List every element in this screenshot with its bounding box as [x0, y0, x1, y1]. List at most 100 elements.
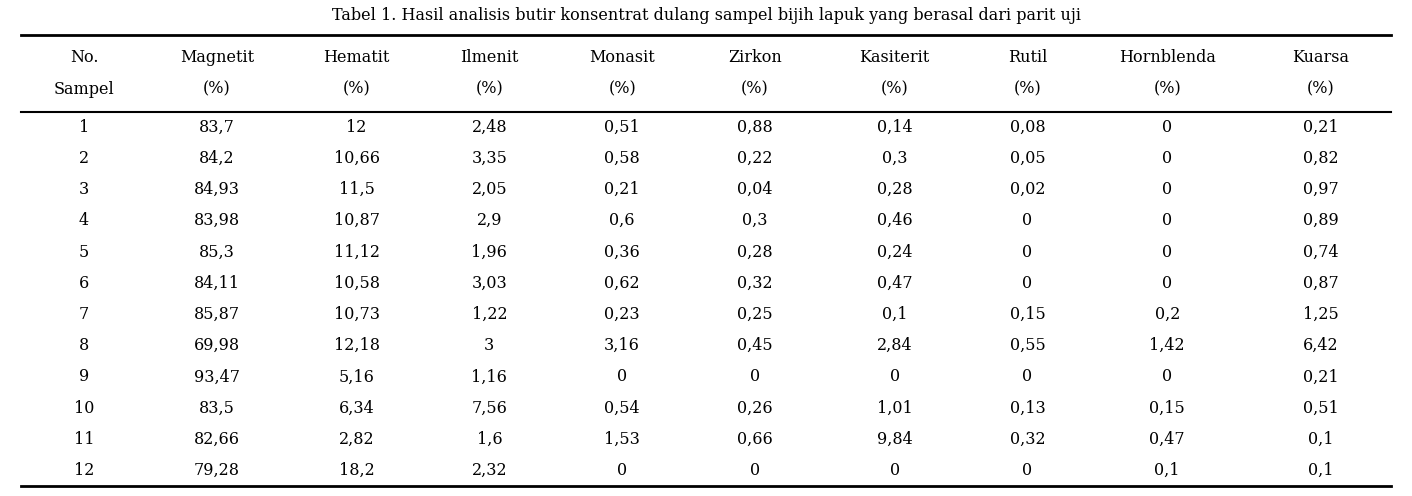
Text: Tabel 1. Hasil analisis butir konsentrat dulang sampel bijih lapuk yang berasal : Tabel 1. Hasil analisis butir konsentrat… [332, 7, 1080, 24]
Text: 2,32: 2,32 [472, 462, 507, 479]
Text: 0,1: 0,1 [1308, 462, 1334, 479]
Text: 1,16: 1,16 [472, 369, 507, 385]
Text: 84,93: 84,93 [193, 181, 240, 198]
Text: 1: 1 [79, 119, 89, 136]
Text: 0: 0 [750, 462, 760, 479]
Text: 1,42: 1,42 [1149, 337, 1185, 354]
Text: 0,24: 0,24 [877, 244, 912, 260]
Text: 0,08: 0,08 [1010, 119, 1045, 136]
Text: 0: 0 [1162, 275, 1172, 292]
Text: 18,2: 18,2 [339, 462, 374, 479]
Text: 7,56: 7,56 [472, 400, 507, 417]
Text: 0: 0 [617, 462, 627, 479]
Text: Hematit: Hematit [323, 49, 390, 66]
Text: 1,22: 1,22 [472, 306, 507, 323]
Text: 12: 12 [73, 462, 95, 479]
Text: 0,58: 0,58 [604, 150, 640, 167]
Text: 0,87: 0,87 [1303, 275, 1339, 292]
Text: 0: 0 [1162, 369, 1172, 385]
Text: 0,28: 0,28 [737, 244, 772, 260]
Text: 0,45: 0,45 [737, 337, 772, 354]
Text: 2,05: 2,05 [472, 181, 507, 198]
Text: 0: 0 [617, 369, 627, 385]
Text: (%): (%) [203, 80, 230, 98]
Text: 0,26: 0,26 [737, 400, 772, 417]
Text: 1,6: 1,6 [477, 431, 503, 448]
Text: 9,84: 9,84 [877, 431, 912, 448]
Text: (%): (%) [1154, 80, 1180, 98]
Text: (%): (%) [741, 80, 768, 98]
Text: 0,82: 0,82 [1303, 150, 1339, 167]
Text: 12: 12 [346, 119, 367, 136]
Text: 0,89: 0,89 [1303, 212, 1339, 229]
Text: 0,47: 0,47 [1149, 431, 1185, 448]
Text: 6,42: 6,42 [1303, 337, 1339, 354]
Text: 1,96: 1,96 [472, 244, 507, 260]
Text: Kuarsa: Kuarsa [1292, 49, 1350, 66]
Text: Kasiterit: Kasiterit [860, 49, 929, 66]
Text: 0,02: 0,02 [1010, 181, 1045, 198]
Text: 3,35: 3,35 [472, 150, 507, 167]
Text: 84,11: 84,11 [193, 275, 240, 292]
Text: 10,58: 10,58 [333, 275, 380, 292]
Text: (%): (%) [476, 80, 503, 98]
Text: 93,47: 93,47 [193, 369, 240, 385]
Text: (%): (%) [343, 80, 370, 98]
Text: 0,14: 0,14 [877, 119, 912, 136]
Text: 0,32: 0,32 [1010, 431, 1045, 448]
Text: 83,7: 83,7 [199, 119, 234, 136]
Text: 12,18: 12,18 [333, 337, 380, 354]
Text: 11: 11 [73, 431, 95, 448]
Text: 7: 7 [79, 306, 89, 323]
Text: (%): (%) [1308, 80, 1334, 98]
Text: 11,5: 11,5 [339, 181, 374, 198]
Text: 8: 8 [79, 337, 89, 354]
Text: 6: 6 [79, 275, 89, 292]
Text: 0,6: 0,6 [610, 212, 635, 229]
Text: 10: 10 [73, 400, 95, 417]
Text: 3: 3 [79, 181, 89, 198]
Text: 0,05: 0,05 [1010, 150, 1045, 167]
Text: 83,98: 83,98 [193, 212, 240, 229]
Text: 0,55: 0,55 [1010, 337, 1045, 354]
Text: 2: 2 [79, 150, 89, 167]
Text: 10,66: 10,66 [333, 150, 380, 167]
Text: 0,54: 0,54 [604, 400, 640, 417]
Text: 0: 0 [1162, 150, 1172, 167]
Text: 0,88: 0,88 [737, 119, 772, 136]
Text: 0,3: 0,3 [882, 150, 908, 167]
Text: 2,82: 2,82 [339, 431, 374, 448]
Text: 0: 0 [1162, 244, 1172, 260]
Text: 0,36: 0,36 [604, 244, 640, 260]
Text: No.: No. [69, 49, 99, 66]
Text: 10,87: 10,87 [333, 212, 380, 229]
Text: 0,62: 0,62 [604, 275, 640, 292]
Text: 0: 0 [1162, 212, 1172, 229]
Text: 84,2: 84,2 [199, 150, 234, 167]
Text: 0,32: 0,32 [737, 275, 772, 292]
Text: 85,3: 85,3 [199, 244, 234, 260]
Text: 0: 0 [890, 462, 899, 479]
Text: 0,21: 0,21 [1303, 119, 1339, 136]
Text: 0,1: 0,1 [1308, 431, 1334, 448]
Text: 85,87: 85,87 [193, 306, 240, 323]
Text: 0: 0 [1022, 369, 1032, 385]
Text: 0,21: 0,21 [604, 181, 640, 198]
Text: Rutil: Rutil [1008, 49, 1048, 66]
Text: 0,04: 0,04 [737, 181, 772, 198]
Text: 0,23: 0,23 [604, 306, 640, 323]
Text: 0: 0 [750, 369, 760, 385]
Text: 0,3: 0,3 [743, 212, 768, 229]
Text: 0,46: 0,46 [877, 212, 912, 229]
Text: 1,25: 1,25 [1303, 306, 1339, 323]
Text: 0: 0 [1022, 275, 1032, 292]
Text: 10,73: 10,73 [333, 306, 380, 323]
Text: 2,9: 2,9 [477, 212, 503, 229]
Text: 82,66: 82,66 [193, 431, 240, 448]
Text: 3,03: 3,03 [472, 275, 507, 292]
Text: 0: 0 [1022, 212, 1032, 229]
Text: 5: 5 [79, 244, 89, 260]
Text: 83,5: 83,5 [199, 400, 234, 417]
Text: 0: 0 [890, 369, 899, 385]
Text: 9: 9 [79, 369, 89, 385]
